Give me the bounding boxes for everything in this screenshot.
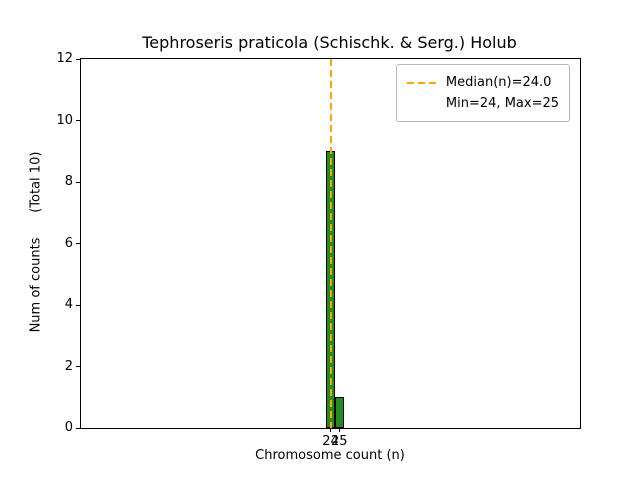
median-line-sample-icon [406,81,437,84]
y-tick-label: 4 [64,297,73,312]
histogram-bar [334,397,344,428]
legend-entry-median: Median(n)=24.0 [406,72,559,93]
median-line [329,59,332,428]
y-tick [76,120,80,121]
y-tick-label: 12 [56,51,73,66]
chart-title: Tephroseris praticola (Schischk. & Serg.… [142,33,517,52]
x-tick [338,428,340,432]
legend-label-median: Median(n)=24.0 [445,75,552,90]
legend-label-minmax: Min=24, Max=25 [445,96,559,111]
y-tick-label: 10 [56,112,73,128]
x-tick-label: 24 [322,434,339,449]
legend: Median(n)=24.0 Min=24, Max=25 [395,64,570,122]
y-tick [76,304,80,306]
y-tick-label: 8 [64,174,73,189]
x-tick-label: 25 [331,434,348,449]
y-tick-label: 2 [64,358,73,374]
y-tick [76,58,80,60]
legend-entry-minmax: Min=24, Max=25 [407,93,559,114]
y-tick [76,181,80,183]
x-axis-label: Chromosome count (n) [255,448,405,463]
x-tick [330,428,331,432]
y-tick [76,427,80,429]
y-tick-label: 0 [64,420,73,435]
y-tick-label: 6 [64,235,73,251]
y-tick [76,243,80,244]
y-tick [76,366,80,367]
